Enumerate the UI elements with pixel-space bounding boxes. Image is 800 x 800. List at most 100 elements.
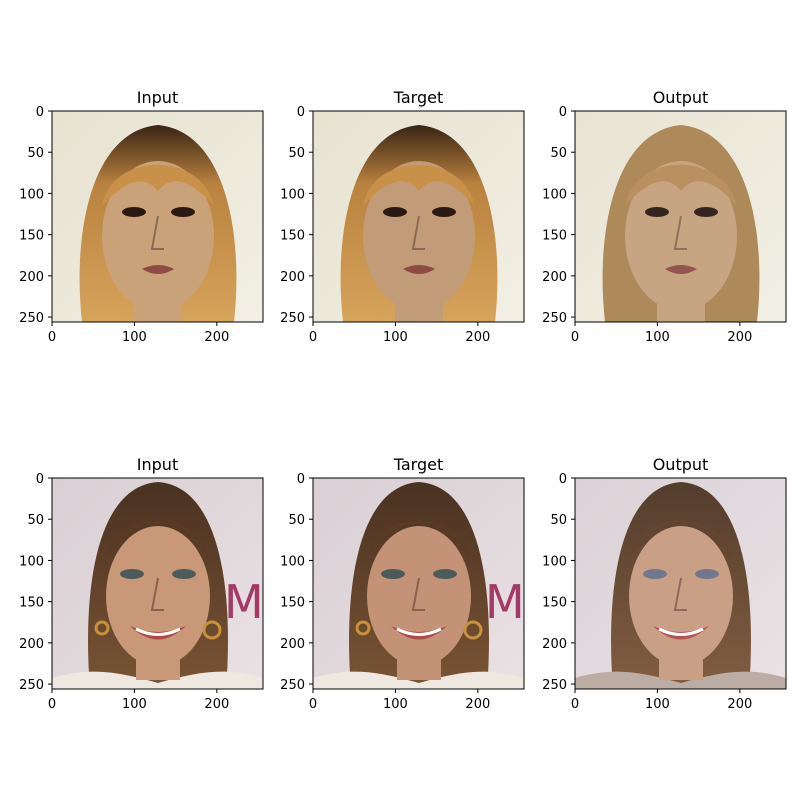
x-tick-label: 100 — [383, 697, 408, 712]
face-image — [575, 111, 786, 322]
shoulders — [313, 671, 524, 689]
y-tick-label: 0 — [297, 472, 305, 487]
left-earring — [94, 620, 110, 636]
bangs — [102, 164, 214, 206]
mouth — [653, 626, 709, 640]
y-tick-label: 250 — [542, 678, 567, 693]
background-logo: MIX — [485, 575, 570, 629]
axes-frame — [574, 110, 787, 323]
y-tick-label: 150 — [542, 229, 567, 244]
nose — [411, 215, 425, 250]
x-tick-label: 200 — [465, 697, 490, 712]
bangs — [363, 164, 475, 206]
x-tick-label: 200 — [727, 697, 752, 712]
shoulders — [575, 671, 786, 689]
mouth — [130, 626, 186, 640]
y-tick-label: 150 — [280, 229, 305, 244]
face — [625, 161, 737, 311]
neck — [136, 650, 180, 680]
neck — [134, 296, 182, 322]
right-eye — [694, 207, 718, 217]
face — [629, 526, 733, 666]
y-tick-label: 50 — [550, 513, 567, 528]
axes-frame — [312, 477, 525, 690]
face — [367, 526, 471, 666]
y-tick-label: 200 — [19, 637, 44, 652]
right-eye — [172, 569, 196, 579]
neck — [659, 650, 703, 680]
y-tick-label: 250 — [19, 678, 44, 693]
neck — [657, 296, 705, 322]
y-tick-label: 250 — [542, 311, 567, 326]
x-tick-label: 200 — [727, 330, 752, 345]
y-tick-label: 200 — [542, 270, 567, 285]
y-tick-label: 100 — [19, 187, 44, 202]
x-tick-label: 100 — [122, 330, 147, 345]
y-tick-label: 200 — [280, 270, 305, 285]
y-tick-label: 150 — [19, 229, 44, 244]
x-tick-label: 100 — [122, 697, 147, 712]
x-tick-label: 200 — [465, 330, 490, 345]
right-earring — [463, 620, 483, 640]
axes-frame — [312, 110, 525, 323]
teeth — [658, 627, 704, 636]
background-logo: MIX — [224, 575, 309, 629]
y-tick-label: 0 — [297, 105, 305, 120]
y-tick-label: 150 — [19, 596, 44, 611]
face — [102, 161, 214, 311]
y-tick-label: 100 — [19, 554, 44, 569]
y-tick-label: 200 — [19, 270, 44, 285]
panel-title: Input — [137, 455, 178, 474]
y-tick-label: 0 — [36, 472, 44, 487]
nose — [673, 577, 687, 611]
image-panel: Target 0 100 200 0 50 100 150 200 250 — [280, 88, 525, 345]
y-tick-label: 50 — [27, 146, 44, 161]
face-image: MIX — [313, 478, 570, 689]
y-tick-label: 50 — [27, 513, 44, 528]
right-eye — [695, 569, 719, 579]
y-tick-label: 50 — [288, 513, 305, 528]
x-tick-label: 200 — [204, 330, 229, 345]
y-tick-label: 250 — [19, 311, 44, 326]
x-tick-label: 0 — [48, 330, 56, 345]
neck — [397, 650, 441, 680]
x-tick-label: 0 — [48, 697, 56, 712]
x-tick-label: 100 — [645, 697, 670, 712]
left-earring — [355, 620, 371, 636]
left-eye — [383, 207, 407, 217]
nose — [673, 215, 687, 250]
shoulders — [52, 671, 263, 689]
face-image — [52, 111, 263, 322]
y-tick-label: 0 — [559, 105, 567, 120]
y-tick-label: 0 — [36, 105, 44, 120]
x-tick-label: 0 — [571, 330, 579, 345]
left-eye — [643, 569, 667, 579]
nose — [411, 577, 425, 611]
y-tick-label: 200 — [542, 637, 567, 652]
teeth — [135, 627, 181, 636]
y-tick-label: 100 — [280, 187, 305, 202]
panel-title: Input — [137, 88, 178, 107]
neck — [395, 296, 443, 322]
left-eye — [645, 207, 669, 217]
bangs — [625, 164, 737, 206]
x-tick-label: 100 — [645, 330, 670, 345]
x-tick-label: 100 — [383, 330, 408, 345]
mouth — [665, 265, 697, 274]
face-image — [313, 111, 524, 322]
y-tick-label: 150 — [280, 596, 305, 611]
y-tick-label: 100 — [542, 554, 567, 569]
image-panel: Input 0 100 200 0 50 100 150 200 250 — [19, 88, 264, 345]
nose — [150, 215, 164, 250]
y-tick-label: 0 — [559, 472, 567, 487]
teeth — [396, 627, 442, 636]
face — [363, 161, 475, 311]
y-tick-label: 50 — [550, 146, 567, 161]
face — [106, 526, 210, 666]
x-tick-label: 0 — [571, 697, 579, 712]
face-image — [575, 478, 786, 689]
axes-frame — [51, 477, 264, 690]
mouth — [142, 265, 174, 274]
x-tick-label: 0 — [309, 697, 317, 712]
